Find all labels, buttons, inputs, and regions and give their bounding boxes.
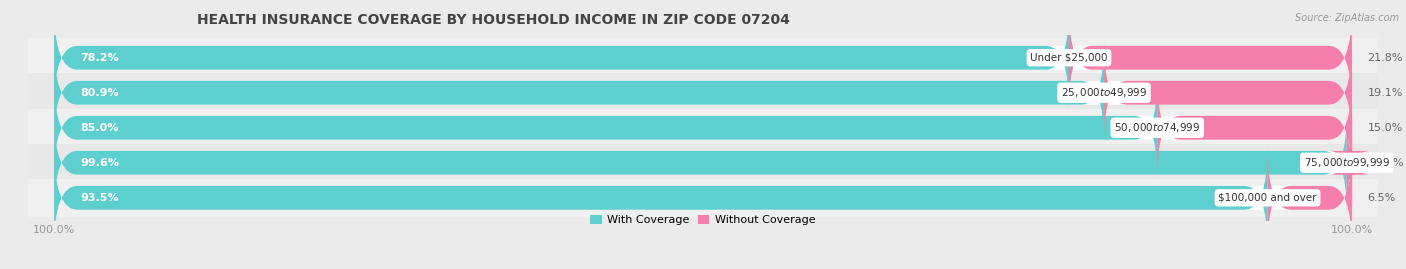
- FancyBboxPatch shape: [53, 77, 1157, 179]
- Text: 80.9%: 80.9%: [80, 88, 118, 98]
- FancyBboxPatch shape: [53, 112, 1347, 214]
- FancyBboxPatch shape: [1157, 77, 1353, 179]
- FancyBboxPatch shape: [53, 7, 1069, 109]
- Text: $100,000 and over: $100,000 and over: [1219, 193, 1317, 203]
- FancyBboxPatch shape: [1069, 7, 1353, 109]
- Legend: With Coverage, Without Coverage: With Coverage, Without Coverage: [586, 211, 820, 230]
- Text: 19.1%: 19.1%: [1368, 88, 1403, 98]
- Text: 21.8%: 21.8%: [1368, 53, 1403, 63]
- Text: $75,000 to $99,999: $75,000 to $99,999: [1303, 156, 1391, 169]
- FancyBboxPatch shape: [28, 73, 1378, 112]
- FancyBboxPatch shape: [53, 77, 1353, 179]
- FancyBboxPatch shape: [28, 38, 1378, 77]
- FancyBboxPatch shape: [28, 108, 1378, 147]
- FancyBboxPatch shape: [53, 112, 1353, 214]
- Text: 93.5%: 93.5%: [80, 193, 118, 203]
- FancyBboxPatch shape: [1329, 112, 1369, 214]
- FancyBboxPatch shape: [53, 147, 1268, 249]
- Text: HEALTH INSURANCE COVERAGE BY HOUSEHOLD INCOME IN ZIP CODE 07204: HEALTH INSURANCE COVERAGE BY HOUSEHOLD I…: [197, 13, 790, 27]
- Text: 99.6%: 99.6%: [80, 158, 120, 168]
- Text: 15.0%: 15.0%: [1368, 123, 1403, 133]
- FancyBboxPatch shape: [1104, 42, 1353, 144]
- FancyBboxPatch shape: [53, 42, 1104, 144]
- FancyBboxPatch shape: [28, 144, 1378, 182]
- Text: $50,000 to $74,999: $50,000 to $74,999: [1114, 121, 1201, 134]
- Text: 78.2%: 78.2%: [80, 53, 118, 63]
- Text: 85.0%: 85.0%: [80, 123, 118, 133]
- Text: 6.5%: 6.5%: [1368, 193, 1396, 203]
- FancyBboxPatch shape: [1268, 147, 1353, 249]
- Text: $25,000 to $49,999: $25,000 to $49,999: [1062, 86, 1147, 99]
- Text: Under $25,000: Under $25,000: [1031, 53, 1108, 63]
- FancyBboxPatch shape: [53, 7, 1353, 109]
- Text: Source: ZipAtlas.com: Source: ZipAtlas.com: [1295, 13, 1399, 23]
- FancyBboxPatch shape: [53, 42, 1353, 144]
- FancyBboxPatch shape: [53, 147, 1353, 249]
- FancyBboxPatch shape: [28, 179, 1378, 217]
- Text: 0.42%: 0.42%: [1368, 158, 1403, 168]
